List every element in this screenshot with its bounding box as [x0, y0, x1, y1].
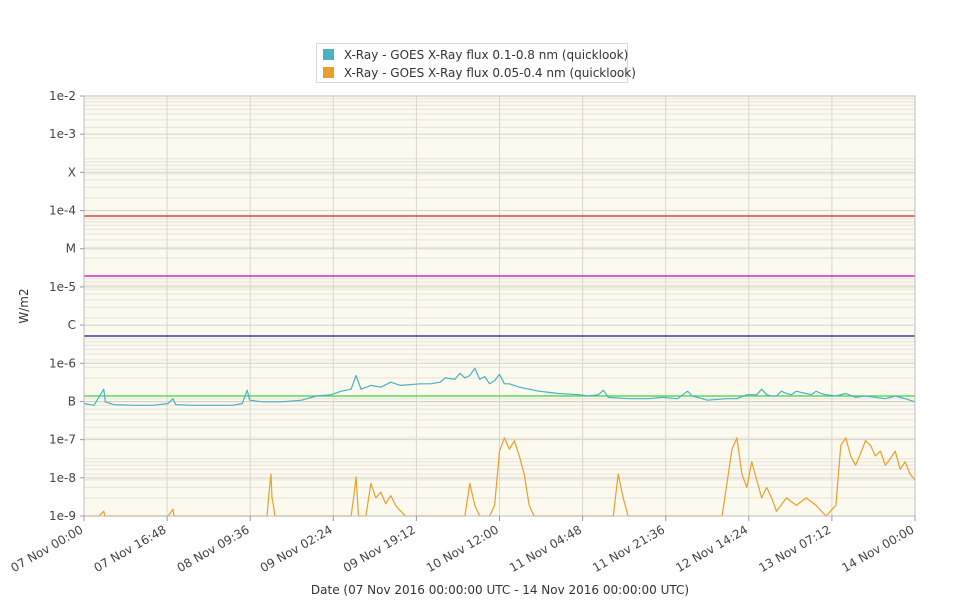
- y-axis-label: W/m2: [17, 288, 31, 323]
- y-tick-label: M: [66, 242, 76, 256]
- legend-swatch-short-wave: [323, 67, 334, 78]
- y-tick-label: B: [68, 394, 76, 408]
- x-tick-label: 12 Nov 14:24: [673, 522, 750, 575]
- series-line-1: [84, 437, 916, 517]
- y-tick-label: 1e-3: [49, 127, 76, 141]
- y-tick-label: C: [68, 318, 76, 332]
- legend-swatch-long-wave: [323, 49, 334, 60]
- legend-label-long-wave: X-Ray - GOES X-Ray flux 0.1-0.8 nm (quic…: [343, 48, 629, 62]
- x-tick-label: 10 Nov 12:00: [424, 522, 501, 575]
- series-layer: [83, 367, 916, 517]
- x-tick-label: 11 Nov 04:48: [507, 522, 584, 575]
- x-tick-label: 14 Nov 00:00: [839, 522, 916, 575]
- y-tick-label: 1e-2: [49, 89, 76, 103]
- x-axis-ticks: 07 Nov 00:00 07 Nov 16:48 08 Nov 09:36 09 N…: [8, 516, 917, 575]
- x-tick-label: 09 Nov 19:12: [341, 522, 418, 575]
- x-tick-label: 13 Nov 07:12: [756, 522, 833, 575]
- y-axis-ticks: 1e-9 1e-8 1e-7 B 1e-6 C 1e-5 M 1e-4 X 1e-3 1e-2: [49, 89, 84, 523]
- y-tick-label: X: [68, 165, 76, 179]
- x-tick-label: 07 Nov 16:48: [92, 522, 169, 575]
- legend-item-long-wave[interactable]: X-Ray - GOES X-Ray flux 0.1-0.8 nm (quic…: [323, 46, 628, 64]
- x-tick-label: 07 Nov 00:00: [8, 522, 85, 575]
- y-tick-label: 1e-6: [49, 356, 76, 370]
- x-axis-label: Date (07 Nov 2016 00:00:00 UTC - 14 Nov …: [311, 583, 689, 597]
- x-tick-label: 08 Nov 09:36: [175, 522, 252, 575]
- x-tick-label: 09 Nov 02:24: [258, 522, 335, 575]
- series-line-0: [83, 367, 916, 406]
- legend: X-Ray - GOES X-Ray flux 0.1-0.8 nm (quic…: [316, 43, 636, 83]
- legend-item-short-wave[interactable]: X-Ray - GOES X-Ray flux 0.05-0.4 nm (qui…: [323, 64, 636, 82]
- y-tick-label: 1e-7: [49, 433, 76, 447]
- y-tick-label: 1e-9: [49, 509, 76, 523]
- legend-label-short-wave: X-Ray - GOES X-Ray flux 0.05-0.4 nm (qui…: [343, 66, 636, 80]
- y-tick-label: 1e-8: [49, 471, 76, 485]
- x-tick-label: 11 Nov 21:36: [590, 522, 667, 575]
- y-tick-label: 1e-5: [49, 280, 76, 294]
- y-tick-label: 1e-4: [49, 204, 76, 218]
